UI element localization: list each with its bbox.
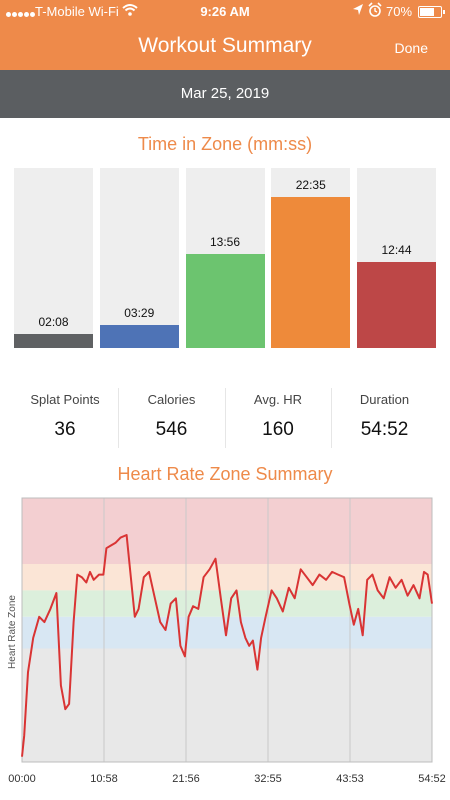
stat-value: 546 xyxy=(155,419,188,440)
zone-bar-fill xyxy=(14,334,93,348)
stat-label: Duration xyxy=(359,392,410,407)
zone-bar-fill xyxy=(271,197,351,348)
zone-band-gray xyxy=(22,648,432,762)
time-in-zone-bars: 02:08 03:29 13:56 22:35 12:44 xyxy=(14,168,436,348)
zone-bar-2: 03:29 xyxy=(99,168,179,348)
alarm-clock-icon xyxy=(368,2,382,21)
heart-rate-line xyxy=(21,534,433,757)
zone-time-label: 22:35 xyxy=(295,178,326,192)
signal-strength-icon xyxy=(6,5,36,20)
zone-band-green xyxy=(22,590,432,617)
y-axis-label: Heart Rate Zone xyxy=(7,595,18,669)
zone-band-red xyxy=(22,498,432,564)
zone-time-label: 13:56 xyxy=(209,235,241,249)
battery-percentage: 70% xyxy=(386,4,413,19)
heart-rate-zone-title: Heart Rate Zone Summary xyxy=(117,464,333,484)
stat-duration: Duration 54:52 xyxy=(332,388,438,448)
carrier-label: T-Mobile Wi-Fi xyxy=(35,4,119,19)
zone-bar-5: 12:44 xyxy=(357,168,436,348)
status-time: 9:26 AM xyxy=(200,4,250,19)
battery-icon xyxy=(418,6,445,18)
stat-value: 36 xyxy=(54,419,76,440)
zone-bar-3: 13:56 xyxy=(185,168,265,348)
x-tick-label: 32:55 xyxy=(254,773,282,785)
stat-splat-points: Splat Points 36 xyxy=(12,388,119,448)
x-tick-label: 54:52 xyxy=(418,773,446,785)
navigation-bar: Workout Summary Done xyxy=(0,24,450,70)
workout-stats: Splat Points 36 Calories 546 Avg. HR 160 Durat… xyxy=(0,388,450,448)
workout-date: Mar 25, 2019 xyxy=(180,85,270,102)
time-in-zone-title: Time in Zone (mm:ss) xyxy=(137,134,313,154)
stat-avg-hr: Avg. HR 160 xyxy=(225,388,332,448)
status-bar: T-Mobile Wi-Fi 9:26 AM 70% xyxy=(0,0,450,24)
stat-label: Splat Points xyxy=(30,392,100,407)
stat-label: Calories xyxy=(147,392,196,407)
x-tick-label: 21:56 xyxy=(172,773,200,785)
zone-bar-fill xyxy=(357,262,436,348)
zone-time-label: 02:08 xyxy=(38,315,69,329)
zone-bar-1: 02:08 xyxy=(14,168,93,348)
stat-label: Avg. HR xyxy=(253,392,303,407)
x-tick-label: 43:53 xyxy=(336,773,364,785)
page-title: Workout Summary xyxy=(138,34,312,57)
stat-value: 160 xyxy=(262,419,294,440)
x-tick-label: 00:00 xyxy=(8,773,36,785)
wifi-icon xyxy=(122,3,138,20)
done-button[interactable]: Done xyxy=(394,40,428,56)
stat-calories: Calories 546 xyxy=(119,388,226,448)
heart-rate-chart: 00:00 10:58 21:56 32:55 43:53 54:52 Heart Rate… xyxy=(7,497,446,785)
date-bar: Mar 25, 2019 xyxy=(0,70,450,118)
zone-band-orange xyxy=(22,564,432,591)
chart-frame xyxy=(21,497,433,763)
zone-bar-4: 22:35 xyxy=(271,168,351,348)
zone-bar-fill xyxy=(99,325,179,348)
stat-value: 54:52 xyxy=(360,419,409,440)
zone-time-label: 12:44 xyxy=(381,243,412,257)
zone-time-label: 03:29 xyxy=(124,306,155,320)
x-tick-label: 10:58 xyxy=(90,773,118,785)
location-arrow-icon xyxy=(352,3,364,20)
zone-bar-fill xyxy=(185,254,265,348)
